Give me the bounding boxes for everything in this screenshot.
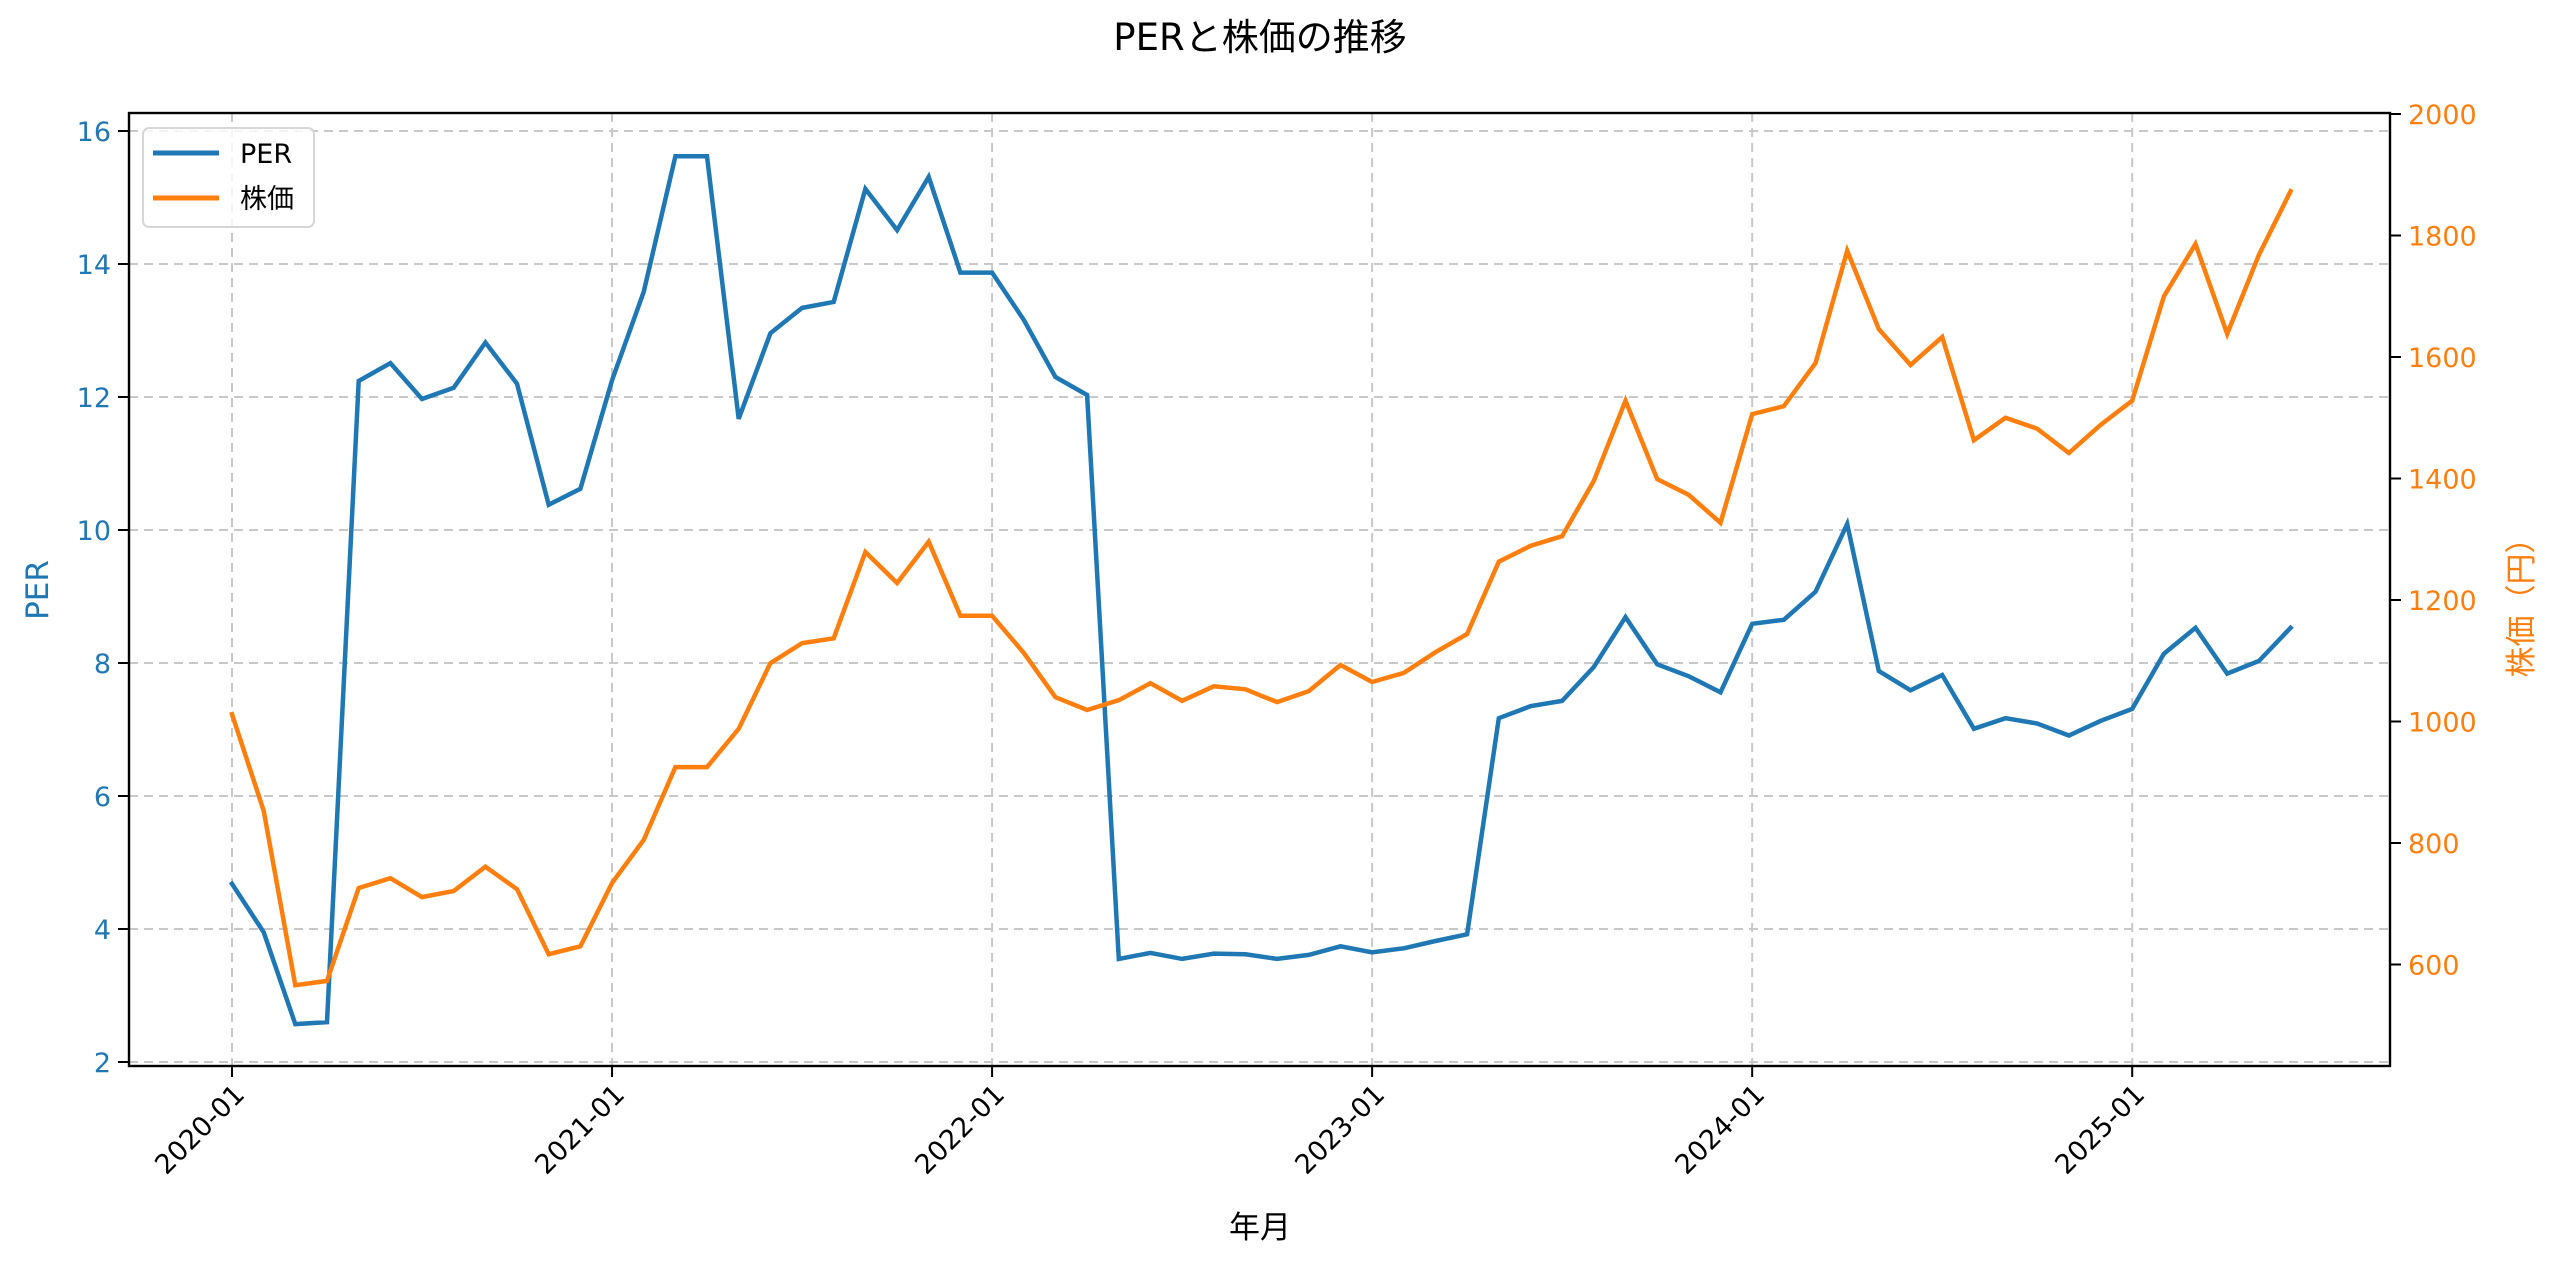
y-tick-label-left: 16 — [77, 117, 111, 148]
per-line — [228, 154, 2294, 1027]
y-tick-label-right: 600 — [2408, 951, 2460, 982]
x-axis: 2020-01 2021-01 2022-01 2023-01 2024-01 2025-… — [149, 1066, 2151, 1181]
y-tick-label-left: 12 — [77, 383, 111, 414]
x-tick-label: 2022-01 — [909, 1079, 1011, 1181]
y-tick-label-left: 2 — [94, 1048, 111, 1079]
legend-per-label: PER — [240, 139, 292, 170]
legend-price-label: 株価 — [240, 184, 294, 215]
y-tick-label-right: 1200 — [2408, 586, 2477, 617]
data-series — [228, 154, 2294, 1027]
x-tick-label: 2024-01 — [1669, 1079, 1771, 1181]
y-tick-label-right: 1600 — [2408, 343, 2477, 374]
x-tick-label: 2025-01 — [2049, 1079, 2151, 1181]
y-tick-label-left: 6 — [94, 782, 111, 813]
y-tick-label-right: 1800 — [2408, 222, 2477, 253]
y-tick-label-right: 2000 — [2408, 100, 2477, 131]
plot-frame — [127, 111, 2392, 1068]
y-axis-title-left: PER — [20, 560, 56, 620]
y-tick-label-left: 8 — [94, 649, 111, 680]
chart-title: PERと株価の推移 — [1113, 16, 1406, 59]
legend: PER 株価 — [142, 127, 315, 228]
y-tick-label-right: 800 — [2408, 829, 2460, 860]
right-y-axis: 600 800 1000 1200 1400 1600 1800 2000 — [2390, 100, 2477, 982]
x-tick-label: 2020-01 — [149, 1079, 251, 1181]
left-y-axis: 2 4 6 8 10 12 14 16 — [77, 117, 129, 1079]
y-tick-label-right: 1400 — [2408, 465, 2477, 496]
price-line — [229, 188, 2294, 988]
x-tick-label: 2021-01 — [529, 1079, 631, 1181]
y-axis-title-right: 株価（円） — [2504, 523, 2540, 678]
x-axis-title: 年月 — [1229, 1210, 1291, 1246]
y-tick-label-left: 10 — [77, 516, 111, 547]
y-tick-label-left: 14 — [77, 250, 111, 281]
grid-lines — [129, 113, 2390, 1066]
x-tick-label: 2023-01 — [1289, 1079, 1391, 1181]
y-tick-label-right: 1000 — [2408, 708, 2477, 739]
y-tick-label-left: 4 — [94, 915, 111, 946]
